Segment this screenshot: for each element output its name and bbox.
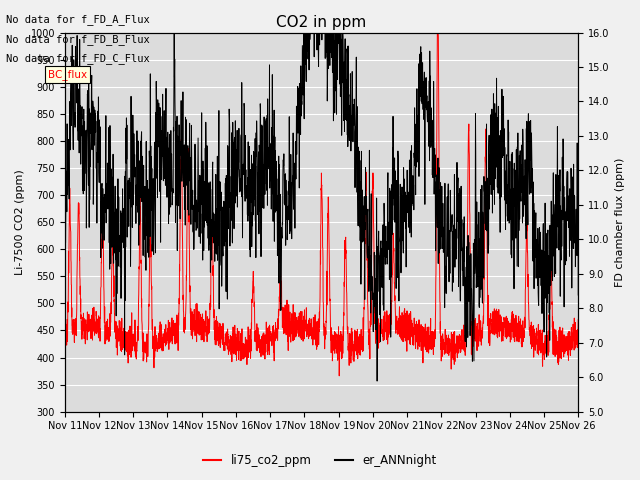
er_ANNnight [373,378,381,384]
Y-axis label: Li-7500 CO2 (ppm): Li-7500 CO2 (ppm) [15,169,25,275]
li75_co2_ppm [61,335,68,340]
er_ANNnight [560,212,568,218]
Legend: li75_co2_ppm, er_ANNnight: li75_co2_ppm, er_ANNnight [199,449,441,472]
li75_co2_ppm [258,347,266,353]
er_ANNnight [560,183,568,189]
li75_co2_ppm [120,345,127,351]
li75_co2_ppm [574,317,582,323]
er_ANNnight [466,273,474,279]
li75_co2_ppm [150,351,157,357]
er_ANNnight [87,110,95,116]
Text: No data for f_FD_B_Flux: No data for f_FD_B_Flux [6,34,150,45]
Line: er_ANNnight: er_ANNnight [65,33,578,381]
er_ANNnight [311,30,319,36]
li75_co2_ppm [509,335,517,340]
li75_co2_ppm [335,373,343,379]
er_ANNnight [297,108,305,114]
Text: BC_flux: BC_flux [48,69,87,80]
er_ANNnight [170,30,178,36]
er_ANNnight [574,292,582,298]
li75_co2_ppm [564,358,572,363]
Text: No data for f_FD_C_Flux: No data for f_FD_C_Flux [6,53,150,64]
Title: CO2 in ppm: CO2 in ppm [276,15,367,30]
li75_co2_ppm [434,30,442,36]
er_ANNnight [61,189,68,195]
Line: li75_co2_ppm: li75_co2_ppm [65,33,578,376]
li75_co2_ppm [280,323,288,329]
Y-axis label: FD chamber flux (ppm): FD chamber flux (ppm) [615,157,625,287]
Text: No data for f_FD_A_Flux: No data for f_FD_A_Flux [6,14,150,25]
